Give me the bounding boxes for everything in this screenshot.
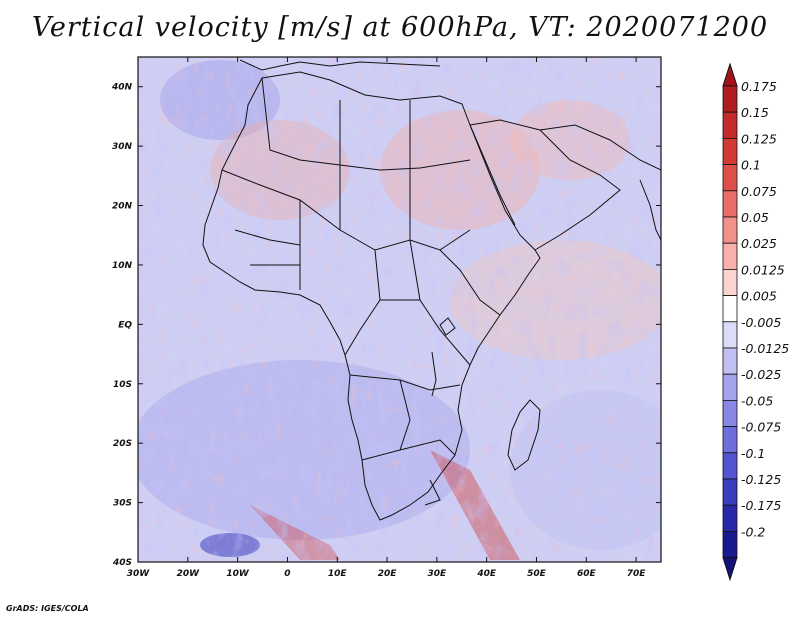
colorbar-swatch bbox=[722, 85, 738, 113]
latitude-axis: 40N 30N 20N 10N EQ 10S 20S 30S 40S bbox=[111, 83, 661, 568]
colorbar-label: 0.005 bbox=[741, 289, 777, 304]
lon-tick-label: 20W bbox=[177, 569, 201, 579]
lat-tick-label: 40N bbox=[111, 83, 133, 93]
lon-tick-label: 40E bbox=[476, 569, 497, 579]
colorbar-swatch bbox=[722, 504, 738, 532]
colorbar-swatch bbox=[722, 295, 738, 323]
colorbar-label: 0.175 bbox=[741, 79, 777, 94]
colorbar-label: -0.05 bbox=[741, 393, 773, 408]
colorbar-label: 0.05 bbox=[741, 210, 769, 225]
colorbar-swatch bbox=[722, 478, 738, 506]
lat-tick-label: 10S bbox=[113, 380, 132, 390]
colorbar-label: -0.1 bbox=[741, 446, 765, 461]
lon-tick-label: 20E bbox=[378, 569, 398, 579]
colorbar-bottom-arrow bbox=[722, 557, 738, 582]
colorbar-label: 0.1 bbox=[741, 158, 761, 173]
velocity-field bbox=[138, 57, 661, 562]
lat-tick-label: 20S bbox=[113, 439, 132, 449]
lon-tick-label: 30W bbox=[127, 569, 151, 579]
longitude-axis: 30W 20W 10W 0 10E 20E 30E 40E 50E 60E 70E bbox=[127, 57, 647, 579]
colorbar-label: -0.025 bbox=[741, 367, 781, 382]
colorbar-swatch bbox=[722, 190, 738, 218]
colorbar-swatch bbox=[722, 321, 738, 349]
lon-tick-label: 60E bbox=[577, 569, 597, 579]
colorbar-label: 0.0125 bbox=[741, 262, 785, 277]
colorbar-swatch bbox=[722, 531, 738, 559]
map-frame bbox=[137, 56, 662, 563]
colorbar-label: 0.075 bbox=[741, 184, 777, 199]
chart-title: Vertical velocity [m/s] at 600hPa, VT: 2… bbox=[31, 12, 769, 43]
lat-tick-label: 30S bbox=[113, 499, 132, 509]
grads-credit: GrADS: IGES/COLA bbox=[6, 604, 89, 613]
colorbar-swatch bbox=[722, 216, 738, 244]
colorbar-label: 0.125 bbox=[741, 131, 777, 146]
colorbar-top-arrow bbox=[722, 62, 738, 87]
lon-tick-label: 50E bbox=[527, 569, 547, 579]
lat-tick-label: 10N bbox=[112, 261, 133, 271]
coastlines bbox=[202, 59, 661, 521]
colorbar-label: -0.125 bbox=[741, 472, 781, 487]
lat-tick-label: 40S bbox=[112, 558, 132, 568]
lat-tick-label: 30N bbox=[112, 142, 133, 152]
colorbar-swatch bbox=[722, 426, 738, 454]
colorbar-label: -0.005 bbox=[741, 315, 781, 330]
lat-tick-label: EQ bbox=[118, 320, 132, 330]
lon-tick-label: 10E bbox=[328, 569, 348, 579]
colorbar-label: -0.175 bbox=[741, 498, 781, 513]
colorbar-swatch bbox=[722, 268, 738, 296]
colorbar: 0.175 0.15 0.125 0.1 0.075 0.05 0.025 0.0125 0.0… bbox=[722, 62, 789, 582]
colorbar-swatch bbox=[722, 399, 738, 427]
colorbar-label: -0.075 bbox=[741, 420, 781, 435]
colorbar-swatch bbox=[722, 452, 738, 480]
colorbar-swatch bbox=[722, 164, 738, 192]
colorbar-swatch bbox=[722, 137, 738, 165]
colorbar-swatch bbox=[722, 373, 738, 401]
colorbar-label: 0.15 bbox=[741, 105, 769, 120]
colorbar-swatch bbox=[722, 347, 738, 375]
lon-tick-label: 10W bbox=[226, 569, 250, 579]
lon-tick-label: 70E bbox=[627, 569, 647, 579]
colorbar-swatch bbox=[722, 242, 738, 270]
lon-tick-label: 0 bbox=[284, 569, 290, 579]
lon-tick-label: 30E bbox=[428, 569, 448, 579]
colorbar-label: -0.0125 bbox=[741, 341, 789, 356]
colorbar-swatch bbox=[722, 111, 738, 139]
lat-tick-label: 20N bbox=[112, 202, 133, 212]
colorbar-label: -0.2 bbox=[741, 524, 765, 539]
colorbar-label: 0.025 bbox=[741, 236, 777, 251]
